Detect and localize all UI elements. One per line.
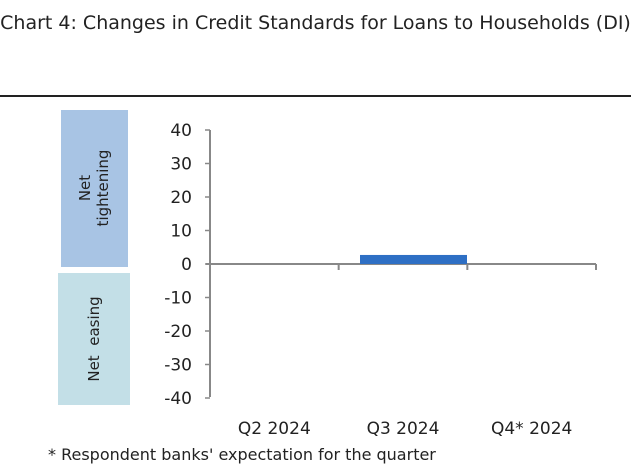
y-tick-label: 20	[170, 188, 192, 208]
y-tick-label: -40	[164, 389, 192, 409]
band-label-net-tightening: Nettightening	[76, 150, 112, 227]
y-tick-label: 10	[170, 222, 192, 242]
chart-title-text: Chart 4: Changes in Credit Standards for…	[0, 12, 631, 34]
bar-q3-2024	[360, 254, 467, 264]
band-net-tightening	[61, 110, 128, 267]
x-tick-label: Q2 2024	[238, 419, 311, 439]
footnote: * Respondent banks' expectation for the …	[48, 445, 436, 464]
title-divider	[0, 95, 631, 97]
band-label-net-easing: Net easing	[85, 296, 103, 381]
y-tick-label: -20	[164, 322, 192, 342]
chart-title: Chart 4: Changes in Credit Standards for…	[0, 10, 631, 37]
x-tick-label: Q4* 2024	[491, 419, 572, 439]
y-tick-label: 30	[170, 155, 192, 175]
x-tick-label: Q3 2024	[367, 419, 440, 439]
y-tick-label: -30	[164, 356, 192, 376]
y-tick-label: 0	[181, 255, 192, 275]
y-tick-label: -10	[164, 289, 192, 309]
band-net-easing	[58, 273, 130, 405]
y-tick-label: 40	[170, 121, 192, 141]
